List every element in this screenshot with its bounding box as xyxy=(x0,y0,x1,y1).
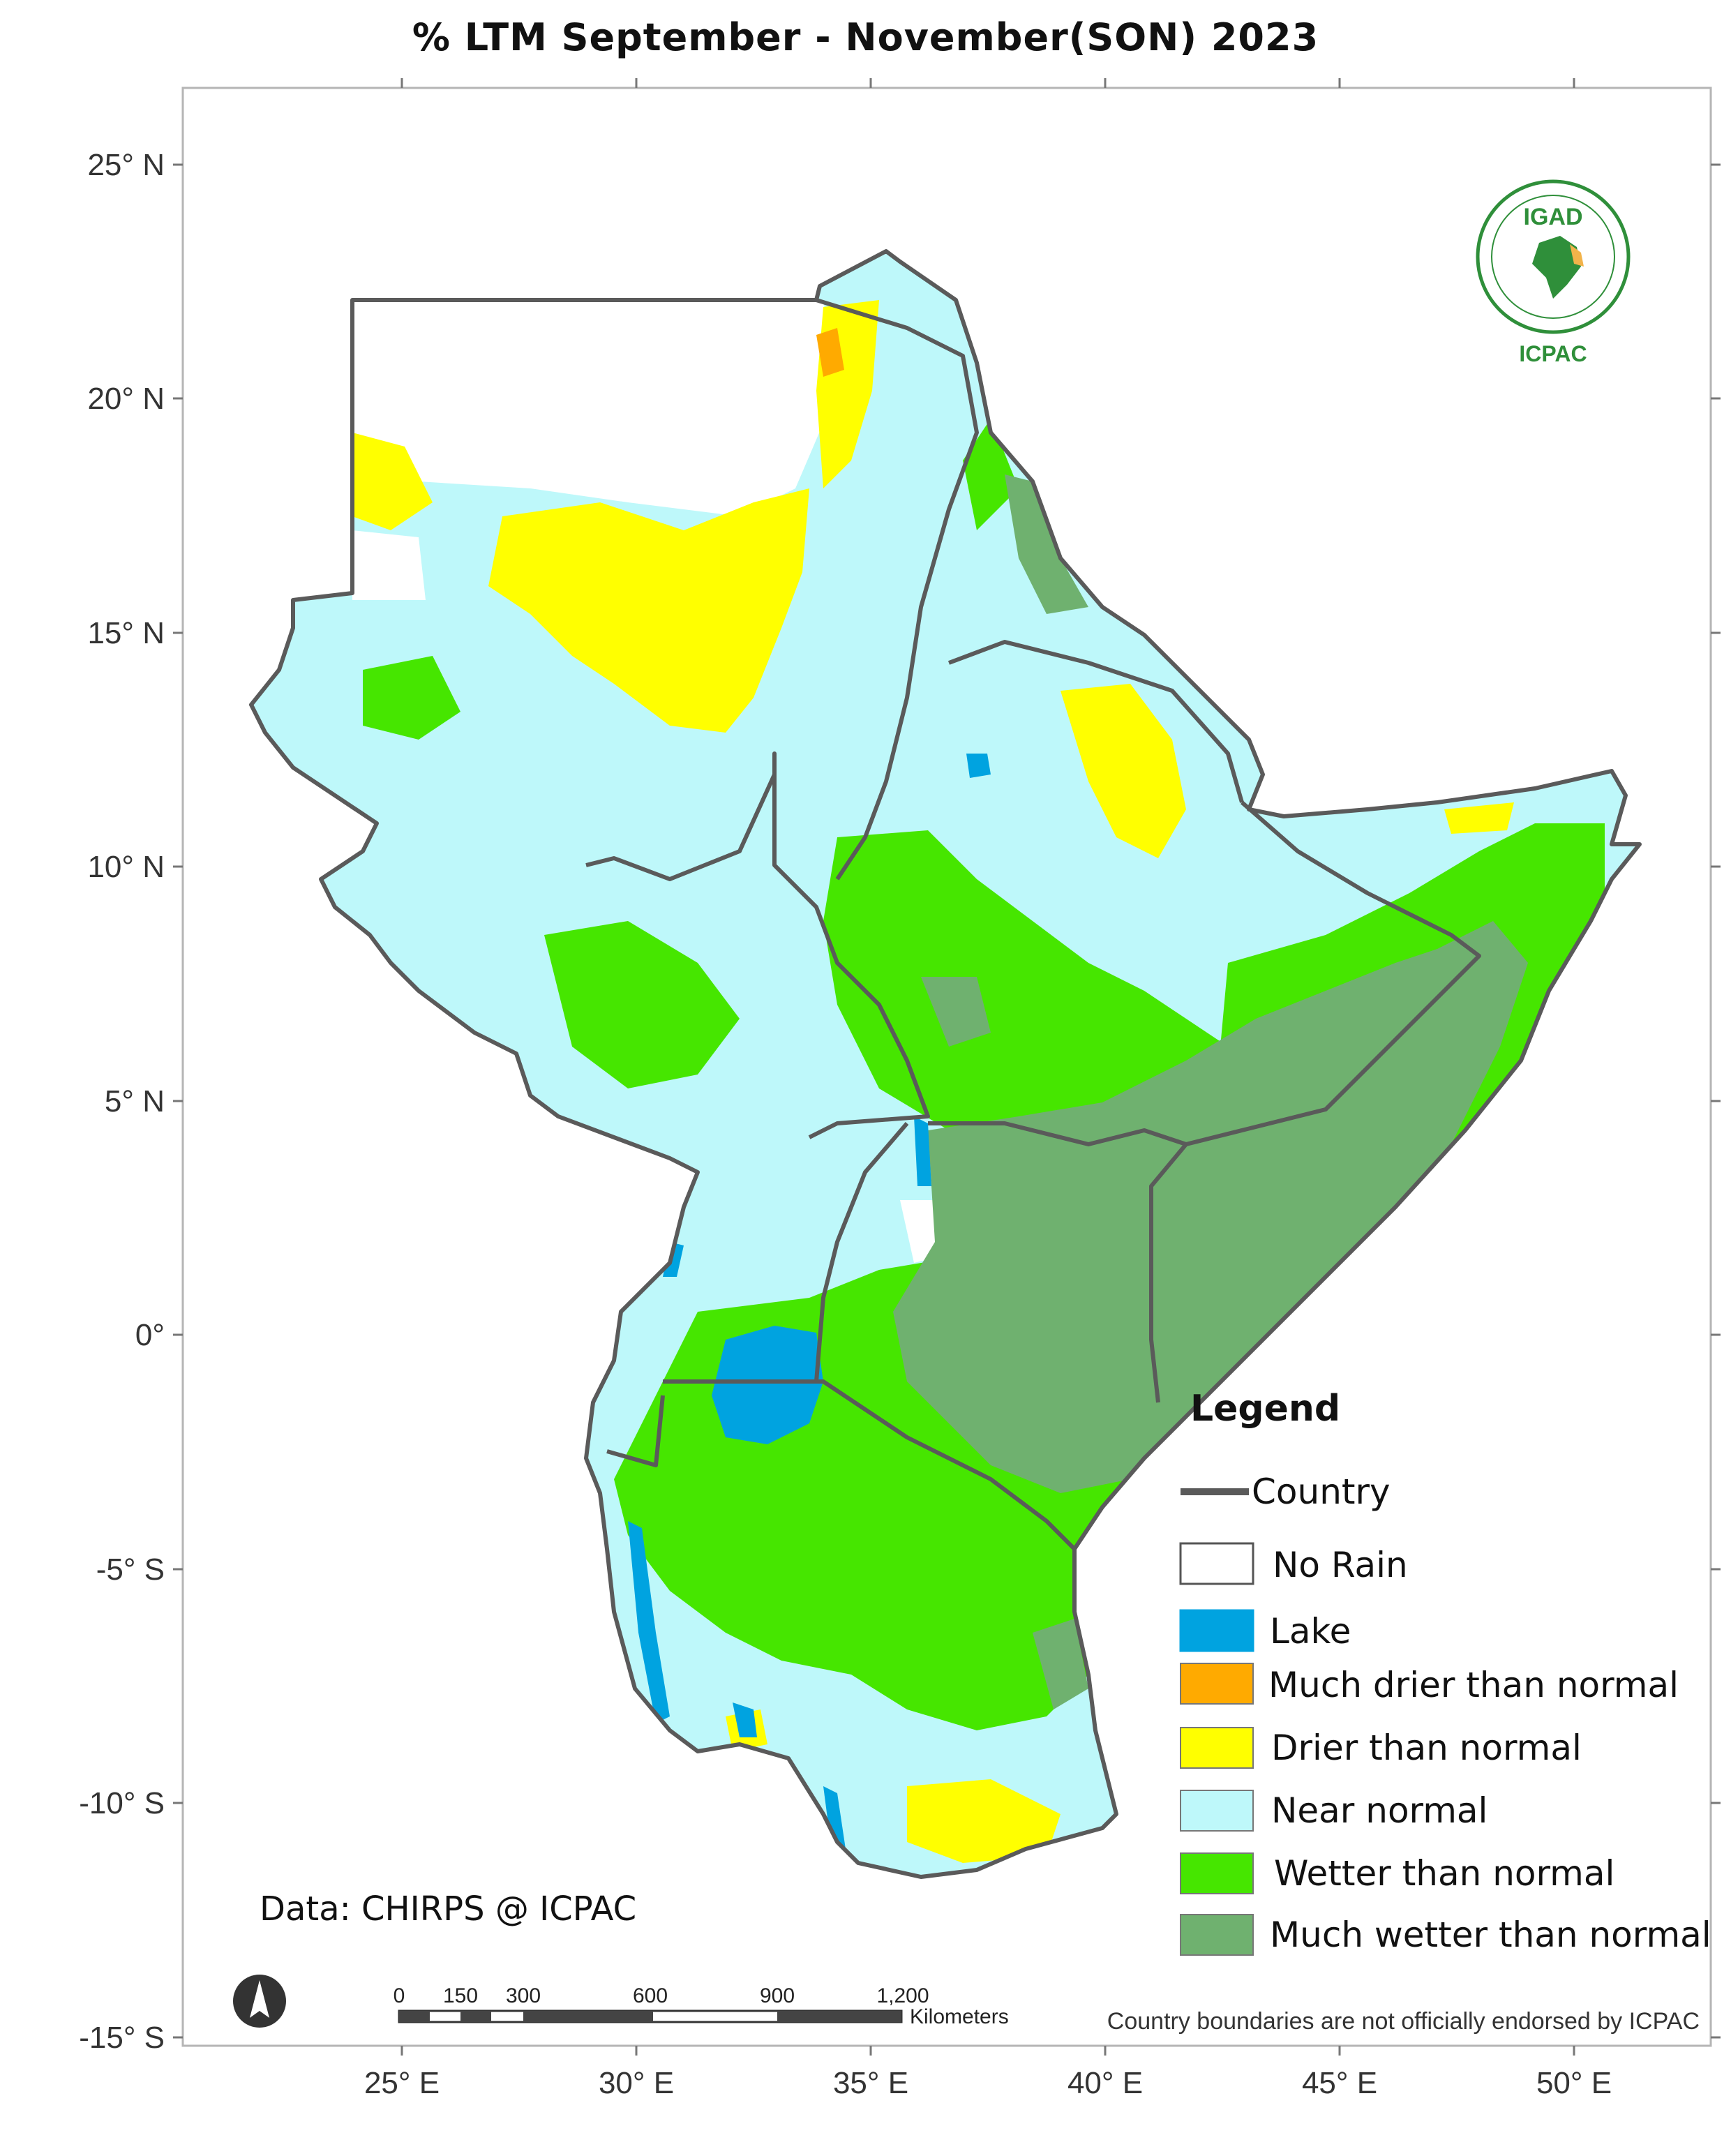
legend-title: Legend xyxy=(1190,1388,1340,1430)
lat-label: 0° xyxy=(135,1318,165,1352)
scale-bar: 0 150 300 600 900 1,200 Kilometers xyxy=(394,1984,1009,2028)
rainfall-anomaly-layer xyxy=(251,251,1640,1877)
much-drier-area xyxy=(816,328,844,377)
lon-label: 25° E xyxy=(364,2066,440,2100)
drier-area xyxy=(1061,684,1186,858)
logo-name-text: ICPAC xyxy=(1519,341,1587,366)
legend-swatch-much-wetter xyxy=(1180,1914,1254,1956)
wetter-area xyxy=(363,656,460,740)
lon-label: 40° E xyxy=(1067,2066,1143,2100)
scale-tick-label: 300 xyxy=(506,1984,541,2007)
wetter-area xyxy=(823,830,1228,1144)
scale-tick-label: 1,200 xyxy=(876,1984,929,2007)
scale-tick-label: 0 xyxy=(394,1984,405,2007)
legend-swatch-much-drier xyxy=(1180,1663,1254,1705)
much-wetter-area xyxy=(1005,474,1088,614)
country-boundaries xyxy=(251,251,1640,1877)
igad-icpac-logo: IGAD ICPAC xyxy=(1476,179,1631,366)
legend-item-label: Lake xyxy=(1270,1611,1351,1652)
lake-victoria xyxy=(712,1326,823,1444)
lat-label: -15° S xyxy=(79,2021,165,2055)
legend-swatch-lake xyxy=(1179,1609,1254,1652)
legend-item-label: Much drier than normal xyxy=(1268,1665,1679,1705)
legend-item-label: No Rain xyxy=(1273,1545,1408,1585)
much-wetter-area xyxy=(1033,1619,1088,1709)
legend-swatch-drier xyxy=(1180,1727,1254,1769)
legend-swatch-wetter xyxy=(1180,1852,1254,1894)
drier-area xyxy=(1444,802,1514,834)
lake-turkana xyxy=(914,1116,931,1186)
drier-area xyxy=(907,1779,1061,1863)
lon-label: 35° E xyxy=(833,2066,908,2100)
latitude-labels: 25° N 20° N 15° N 10° N 5° N 0° -5° S -1… xyxy=(79,148,165,2055)
africa-icon xyxy=(1532,236,1581,299)
lake-rukwa xyxy=(733,1702,757,1737)
drier-area xyxy=(488,488,809,733)
legend-country-label: Country xyxy=(1252,1472,1391,1512)
lon-label: 50° E xyxy=(1536,2066,1612,2100)
legend-swatch-near-normal xyxy=(1180,1790,1254,1832)
legend-item-label: Much wetter than normal xyxy=(1270,1915,1711,1955)
scale-tick-label: 150 xyxy=(443,1984,478,2007)
north-arrow-icon xyxy=(233,1975,286,2028)
legend: Legend Country No Rain Lake Much drier t… xyxy=(1179,1388,1711,1956)
boundary-disclaimer: Country boundaries are not officially en… xyxy=(1107,2008,1700,2035)
lat-label: 15° N xyxy=(87,616,165,650)
lat-label: 25° N xyxy=(87,148,165,182)
logo-inner-ring xyxy=(1491,195,1615,319)
no-rain-area xyxy=(900,1200,942,1263)
legend-item-label: Near normal xyxy=(1271,1790,1488,1831)
lon-label: 45° E xyxy=(1302,2066,1377,2100)
axis-ticks xyxy=(173,78,1721,2056)
wetter-area xyxy=(963,419,1019,530)
no-rain-area xyxy=(352,300,837,516)
no-rain-area xyxy=(352,530,426,600)
legend-item-label: Wetter than normal xyxy=(1274,1853,1614,1894)
legend-item-label: Drier than normal xyxy=(1271,1728,1582,1768)
drier-area xyxy=(352,433,433,530)
longitude-labels: 25° E 30° E 35° E 40° E 45° E 50° E xyxy=(364,2066,1612,2100)
wetter-area xyxy=(544,921,740,1088)
lat-label: -10° S xyxy=(79,1786,165,1820)
lake-tana xyxy=(966,754,991,778)
lake-tanganyika xyxy=(628,1521,670,1723)
scale-unit-label: Kilometers xyxy=(910,2005,1009,2028)
lon-label: 30° E xyxy=(599,2066,674,2100)
lat-label: -5° S xyxy=(96,1552,165,1587)
logo-org-text: IGAD xyxy=(1524,204,1583,230)
map-title: % LTM September - November(SON) 2023 xyxy=(412,15,1319,59)
lat-label: 20° N xyxy=(87,382,165,416)
lat-label: 5° N xyxy=(105,1084,165,1118)
much-wetter-area xyxy=(921,977,991,1047)
region-highlight-icon xyxy=(1570,244,1584,267)
scale-tick-label: 600 xyxy=(633,1984,668,2007)
scale-tick-label: 900 xyxy=(760,1984,795,2007)
legend-swatch-no-rain xyxy=(1179,1542,1254,1585)
lat-label: 10° N xyxy=(87,850,165,884)
data-credit: Data: CHIRPS @ ICPAC xyxy=(260,1889,636,1929)
